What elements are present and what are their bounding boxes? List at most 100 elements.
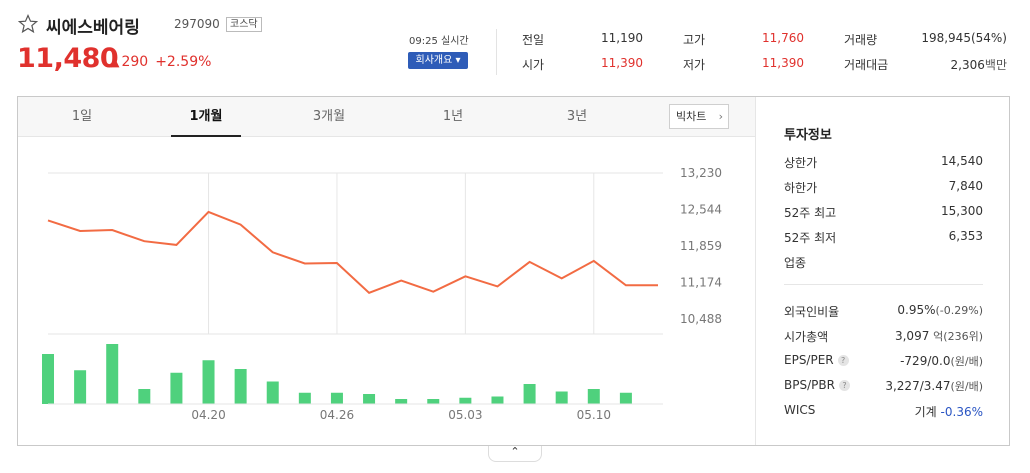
lower-limit-row: 하한가 7,840 [784, 179, 983, 197]
volume-bar [491, 396, 504, 404]
prev-close-value: 11,190 [601, 31, 643, 45]
open-value: 11,390 [601, 56, 643, 70]
amount-unit: 백만 [984, 58, 1007, 72]
big-chart-button[interactable]: 빅차트 › [669, 104, 729, 129]
volume-bar [266, 381, 279, 404]
upper-limit-label: 상한가 [784, 156, 818, 170]
y-tick-label: 11,859 [680, 239, 722, 253]
stock-name: 씨에스베어링 [46, 18, 140, 38]
tab-3y[interactable]: 3년 [566, 109, 588, 124]
bps-label: BPS/PBR? [784, 378, 850, 392]
eps-unit: (원/배) [950, 355, 983, 368]
amount-value: 2,306백만 [900, 56, 1007, 73]
volume-bar [523, 384, 536, 404]
amount-label: 거래대금 [844, 58, 889, 72]
chart-panel: 1일 1개월 3개월 1년 3년 빅차트 › 13,230 12,544 11,85… [17, 96, 1010, 446]
sector-row: 업종 [784, 254, 983, 272]
low52-row: 52주 최저 6,353 [784, 229, 983, 247]
bps-number: 3,227/3.47 [885, 379, 951, 393]
volume-bar [106, 344, 119, 404]
tab-1d[interactable]: 1일 [71, 109, 93, 124]
low-value: 11,390 [762, 56, 804, 70]
invest-title: 투자정보 [784, 128, 832, 143]
mcap-value: 3,097 억(236위) [895, 328, 983, 344]
high52-row: 52주 최고 15,300 [784, 204, 983, 222]
mcap-label: 시가총액 [784, 330, 829, 344]
volume-bar [170, 372, 183, 404]
mcap-number: 3,097 [894, 329, 930, 343]
volume-label: 거래량 [844, 33, 878, 47]
help-icon[interactable]: ? [838, 380, 850, 391]
change-percent: +2.59% [155, 54, 212, 70]
volume-bar [138, 389, 151, 404]
eps-value: -729/0.0(원/배) [900, 353, 983, 369]
bps-label-text: BPS/PBR [784, 378, 835, 392]
upper-limit-value: 14,540 [941, 154, 983, 168]
current-price: 11,480 [17, 43, 119, 74]
volume-bar [363, 394, 376, 404]
volume-bar [42, 354, 54, 404]
up-triangle-icon: ▲ [111, 56, 120, 69]
tab-1y[interactable]: 1년 [442, 109, 464, 124]
y-tick-label: 10,488 [680, 312, 722, 326]
volume-bar [619, 392, 632, 404]
volume-value: 198,945(54%) [921, 31, 1007, 45]
help-icon[interactable]: ? [837, 355, 849, 366]
low52-label: 52주 최저 [784, 231, 837, 245]
divider [784, 284, 983, 285]
high-value: 11,760 [762, 31, 804, 45]
volume-bar [427, 399, 440, 404]
prev-close-label: 전일 [522, 33, 545, 47]
volume-bar [74, 370, 87, 404]
x-tick-label: 04.26 [320, 408, 354, 422]
sector-label[interactable]: 업종 [784, 256, 807, 270]
x-tick-label: 04.20 [191, 408, 225, 422]
favorite-star-icon[interactable] [18, 14, 38, 34]
volume-bar [202, 360, 215, 404]
y-tick-label: 12,544 [680, 203, 722, 217]
company-overview-button[interactable]: 회사개요 ▾ [408, 52, 468, 69]
stock-code: 297090 [174, 17, 220, 31]
bps-unit: (원/배) [950, 380, 983, 393]
period-tabs: 1일 1개월 3개월 1년 3년 빅차트 › [18, 97, 755, 137]
foreign-value: 0.95%(-0.29%) [897, 303, 983, 317]
foreign-label: 외국인비율 [784, 305, 840, 319]
realtime-label: 09:25 실시간 [409, 36, 469, 47]
volume-bar [330, 392, 343, 404]
amount-number: 2,306 [950, 58, 985, 72]
tab-1m[interactable]: 1개월 [171, 97, 241, 137]
upper-limit-row: 상한가 14,540 [784, 154, 983, 172]
price-chart: 13,230 12,544 11,859 11,174 10,488 04.20 04.26… [42, 166, 722, 422]
tab-3m[interactable]: 3개월 [312, 109, 346, 124]
wics-value[interactable]: 기계 -0.36% [915, 403, 983, 420]
wics-row: WICS 기계 -0.36% [784, 403, 983, 421]
foreign-ratio: 0.95% [897, 303, 936, 317]
high-label: 고가 [683, 33, 706, 47]
lower-limit-label: 하한가 [784, 181, 818, 195]
volume-bar [298, 392, 311, 404]
chevron-up-icon: ⌃ [510, 445, 520, 458]
y-tick-label: 13,230 [680, 166, 722, 180]
low52-value: 6,353 [948, 229, 983, 243]
eps-label: EPS/PER? [784, 353, 849, 367]
volume-bar [234, 369, 247, 404]
low-label: 저가 [683, 58, 706, 72]
invest-info: 투자정보 상한가 14,540 하한가 7,840 52주 최고 15,300 … [755, 97, 1009, 445]
foreign-row: 외국인비율 0.95%(-0.29%) [784, 303, 983, 321]
x-tick-label: 05.10 [577, 408, 611, 422]
chevron-right-icon: › [718, 110, 723, 123]
stock-header: 씨에스베어링 297090 코스닥 11,480 ▲ 290 +2.59% 09:2… [0, 0, 1030, 90]
eps-row: EPS/PER? -729/0.0(원/배) [784, 353, 983, 371]
collapse-button[interactable]: ⌃ [488, 446, 542, 462]
divider [496, 29, 497, 75]
mcap-rank: 억(236위) [933, 330, 983, 343]
price-change: ▲ 290 +2.59% [111, 54, 211, 70]
y-tick-label: 11,174 [680, 276, 722, 290]
bps-value: 3,227/3.47(원/배) [885, 378, 983, 394]
volume-bar [459, 397, 472, 404]
mcap-row: 시가총액 3,097 억(236위) [784, 328, 983, 346]
volume-bar [395, 399, 408, 404]
volume-bar [555, 391, 568, 404]
open-label: 시가 [522, 58, 545, 72]
volume-bar [587, 389, 600, 404]
